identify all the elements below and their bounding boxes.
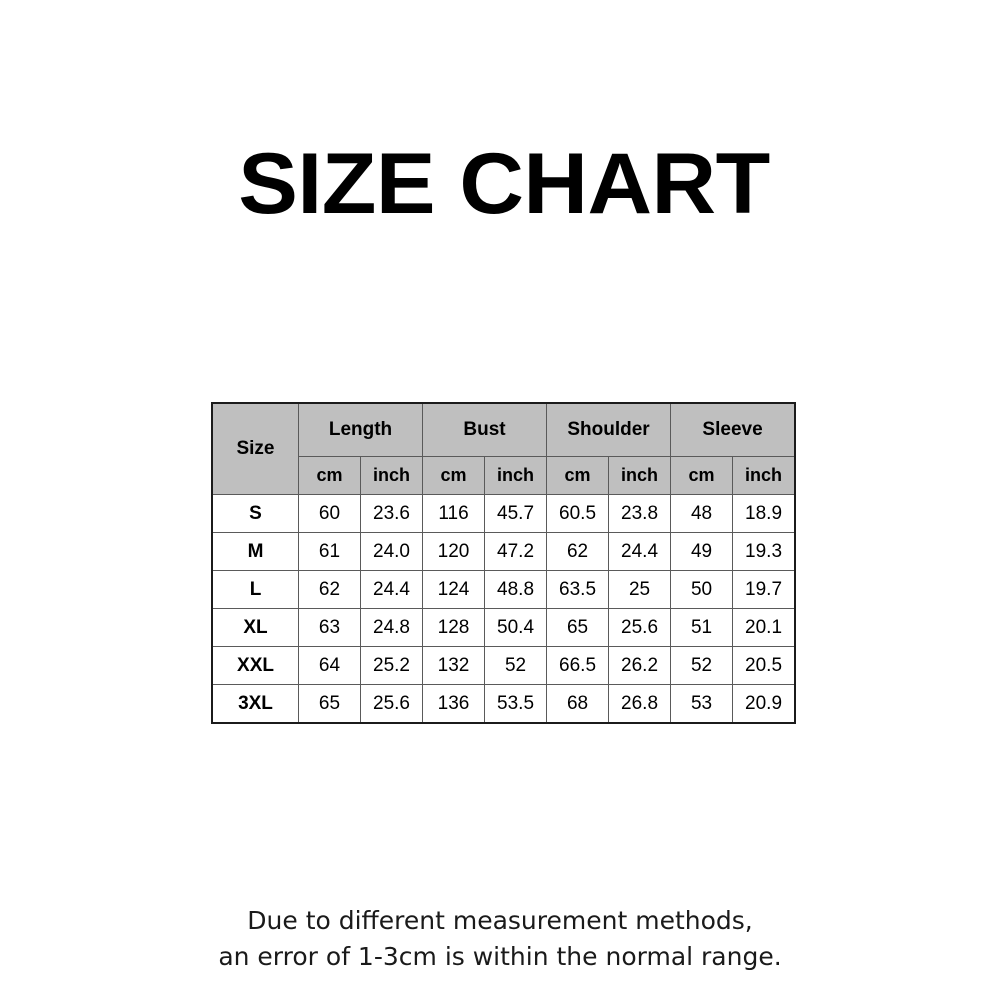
cell-shoulder-inch: 24.4	[608, 532, 672, 571]
table-row: XXL 64 25.2 132 52 66.5 26.2 52 20.5	[212, 646, 796, 685]
table-header: Size Length Bust Shoulder Sleeve cm inch…	[212, 403, 796, 495]
cell-size: 3XL	[212, 684, 299, 723]
cell-sleeve-inch: 19.3	[732, 532, 796, 571]
cell-bust-cm: 136	[422, 684, 486, 723]
unit-header-length-cm: cm	[298, 456, 361, 495]
unit-header-sleeve-inch: inch	[732, 456, 796, 495]
cell-sleeve-inch: 18.9	[732, 494, 796, 533]
cell-bust-cm: 132	[422, 646, 486, 685]
cell-bust-inch: 48.8	[484, 570, 548, 609]
cell-shoulder-inch: 25	[608, 570, 672, 609]
cell-shoulder-cm: 62	[546, 532, 610, 571]
cell-shoulder-inch: 26.8	[608, 684, 672, 723]
page-title: SIZE CHART	[238, 136, 770, 232]
cell-length-inch: 24.0	[359, 532, 424, 571]
measurement-disclaimer: Due to different measurement methods, an…	[0, 903, 1000, 975]
cell-shoulder-inch: 23.8	[608, 494, 672, 533]
cell-bust-cm: 124	[422, 570, 486, 609]
table-row: S 60 23.6 116 45.7 60.5 23.8 48 18.9	[212, 494, 796, 533]
cell-shoulder-cm: 68	[546, 684, 610, 723]
cell-size: S	[212, 494, 299, 533]
cell-length-cm: 62	[298, 570, 361, 609]
cell-length-inch: 24.8	[359, 608, 424, 647]
disclaimer-line-1: Due to different measurement methods,	[247, 906, 753, 935]
table-row: XL 63 24.8 128 50.4 65 25.6 51 20.1	[212, 608, 796, 647]
cell-shoulder-cm: 60.5	[546, 494, 610, 533]
cell-sleeve-cm: 50	[670, 570, 734, 609]
table-header-row-units: cm inch cm inch cm inch cm inch	[213, 456, 796, 495]
unit-header-bust-inch: inch	[484, 456, 548, 495]
cell-bust-inch: 52	[484, 646, 548, 685]
cell-sleeve-inch: 20.9	[732, 684, 796, 723]
cell-length-inch: 25.6	[359, 684, 424, 723]
column-header-shoulder: Shoulder	[546, 403, 672, 457]
cell-sleeve-cm: 51	[670, 608, 734, 647]
cell-length-inch: 23.6	[359, 494, 424, 533]
cell-bust-cm: 128	[422, 608, 486, 647]
cell-sleeve-inch: 20.1	[732, 608, 796, 647]
cell-bust-inch: 45.7	[484, 494, 548, 533]
column-header-sleeve: Sleeve	[670, 403, 796, 457]
unit-header-shoulder-cm: cm	[546, 456, 610, 495]
cell-length-cm: 63	[298, 608, 361, 647]
cell-sleeve-inch: 19.7	[732, 570, 796, 609]
cell-sleeve-cm: 53	[670, 684, 734, 723]
cell-length-cm: 60	[298, 494, 361, 533]
cell-bust-cm: 116	[422, 494, 486, 533]
table-header-row-groups: Size Length Bust Shoulder Sleeve	[212, 403, 796, 495]
table-row: L 62 24.4 124 48.8 63.5 25 50 19.7	[212, 570, 796, 609]
unit-header-bust-cm: cm	[422, 456, 486, 495]
cell-bust-inch: 53.5	[484, 684, 548, 723]
cell-sleeve-cm: 49	[670, 532, 734, 571]
cell-size: L	[212, 570, 299, 609]
cell-bust-cm: 120	[422, 532, 486, 571]
cell-length-cm: 64	[298, 646, 361, 685]
cell-bust-inch: 50.4	[484, 608, 548, 647]
column-header-bust: Bust	[422, 403, 548, 457]
cell-bust-inch: 47.2	[484, 532, 548, 571]
cell-shoulder-cm: 63.5	[546, 570, 610, 609]
cell-length-cm: 65	[298, 684, 361, 723]
cell-size: XXL	[212, 646, 299, 685]
cell-sleeve-inch: 20.5	[732, 646, 796, 685]
disclaimer-line-2: an error of 1-3cm is within the normal r…	[218, 942, 782, 971]
cell-length-cm: 61	[298, 532, 361, 571]
cell-shoulder-cm: 65	[546, 608, 610, 647]
cell-shoulder-inch: 25.6	[608, 608, 672, 647]
cell-sleeve-cm: 48	[670, 494, 734, 533]
unit-header-length-inch: inch	[359, 456, 424, 495]
cell-length-inch: 25.2	[359, 646, 424, 685]
cell-sleeve-cm: 52	[670, 646, 734, 685]
unit-header-sleeve-cm: cm	[670, 456, 734, 495]
table-row: M 61 24.0 120 47.2 62 24.4 49 19.3	[212, 532, 796, 571]
unit-header-shoulder-inch: inch	[608, 456, 672, 495]
table-row: 3XL 65 25.6 136 53.5 68 26.8 53 20.9	[212, 684, 796, 723]
cell-size: M	[212, 532, 299, 571]
size-chart-table: Size Length Bust Shoulder Sleeve cm inch…	[210, 402, 797, 724]
column-header-size: Size	[212, 403, 299, 495]
cell-shoulder-inch: 26.2	[608, 646, 672, 685]
cell-size: XL	[212, 608, 299, 647]
table-body: S 60 23.6 116 45.7 60.5 23.8 48 18.9 M 6…	[212, 494, 796, 723]
size-chart-table-container: Size Length Bust Shoulder Sleeve cm inch…	[210, 402, 797, 724]
column-header-length: Length	[297, 403, 424, 457]
cell-length-inch: 24.4	[359, 570, 424, 609]
cell-shoulder-cm: 66.5	[546, 646, 610, 685]
